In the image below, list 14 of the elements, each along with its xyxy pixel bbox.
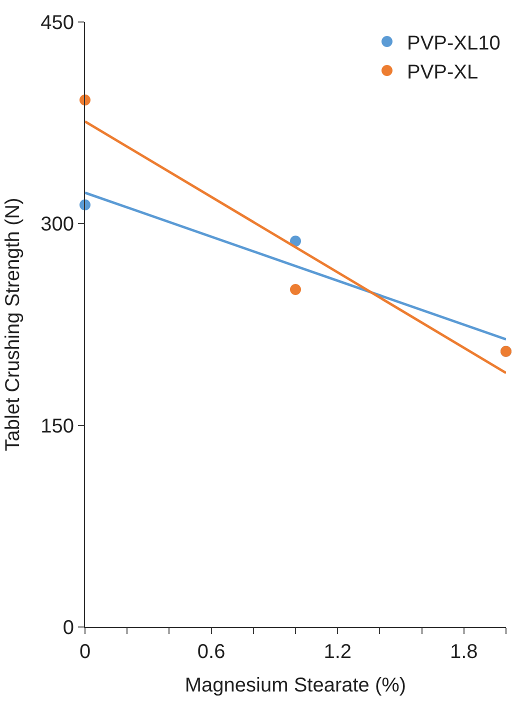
y-tick-label: 0 bbox=[62, 617, 74, 639]
x-tick-label: 0 bbox=[79, 641, 91, 663]
y-tick-label: 300 bbox=[40, 214, 74, 236]
x-axis-title: Magnesium Stearate (%) bbox=[184, 674, 406, 696]
point bbox=[290, 284, 301, 296]
x-tick-label: 0.6 bbox=[197, 641, 226, 663]
point bbox=[290, 236, 301, 247]
legend-label: PVP-XL10 bbox=[407, 32, 500, 54]
y-tick-label: 450 bbox=[40, 12, 74, 34]
y-tick-label: 150 bbox=[40, 415, 74, 438]
x-tick-label: 1.2 bbox=[324, 641, 352, 663]
y-axis-title: Tablet Crushing Strength (N) bbox=[2, 198, 24, 452]
x-tick-label: 1.8 bbox=[450, 641, 478, 663]
legend-label: PVP-XL bbox=[407, 61, 478, 84]
